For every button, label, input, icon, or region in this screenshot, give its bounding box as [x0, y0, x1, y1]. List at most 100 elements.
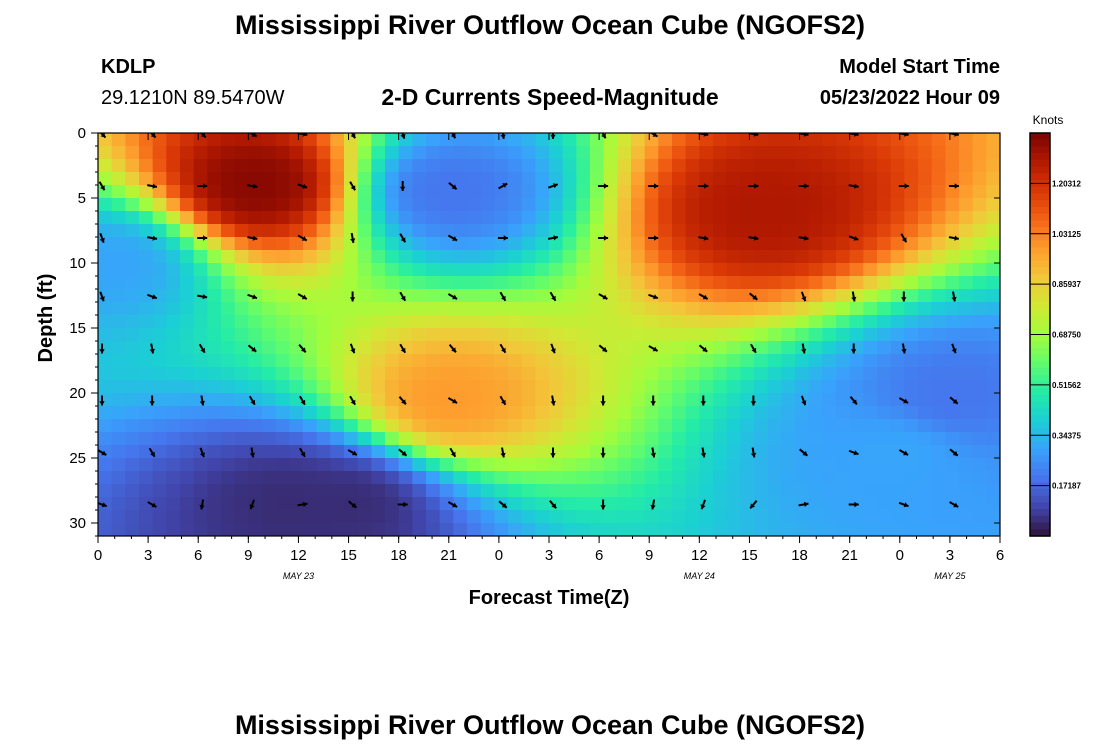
- heatmap-cell: [754, 172, 769, 186]
- heatmap-cell: [849, 380, 864, 394]
- heatmap-cell: [959, 458, 974, 472]
- heatmap-cell: [562, 224, 577, 238]
- heatmap-cell: [849, 354, 864, 368]
- heatmap-cell: [931, 172, 946, 186]
- heatmap-cell: [754, 263, 769, 277]
- current-vector-arrow: [497, 235, 508, 241]
- heatmap-cell: [467, 341, 482, 355]
- heatmap-cell: [849, 484, 864, 498]
- colorbar-segment: [1030, 354, 1050, 362]
- heatmap-cell: [152, 393, 167, 407]
- heatmap-cell: [234, 406, 249, 420]
- heatmap-cell: [139, 432, 154, 446]
- heatmap-cell: [111, 328, 126, 342]
- heatmap-cell: [672, 328, 687, 342]
- current-vector-arrow: [297, 501, 308, 507]
- heatmap-cell: [945, 419, 960, 433]
- heatmap-cell: [904, 445, 919, 459]
- heatmap-cell: [863, 224, 878, 238]
- heatmap-cell: [631, 276, 646, 290]
- heatmap-cell: [562, 523, 577, 536]
- heatmap-cell: [672, 302, 687, 316]
- heatmap-cell: [180, 445, 195, 459]
- heatmap-cell: [685, 159, 700, 173]
- heatmap-cell: [111, 224, 126, 238]
- model-start-label: Model Start Time: [839, 56, 1000, 78]
- heatmap-cell: [836, 367, 851, 381]
- heatmap-cell: [590, 445, 605, 459]
- x-tick-label: 0: [94, 547, 102, 564]
- heatmap-cell: [767, 159, 782, 173]
- current-vector-arrow: [700, 395, 706, 406]
- heatmap-cell: [822, 263, 837, 277]
- heatmap-cell: [385, 224, 400, 238]
- heatmap-cell: [330, 237, 345, 251]
- heatmap-cell: [316, 432, 331, 446]
- heatmap-cell: [549, 354, 564, 368]
- heatmap-cell: [685, 185, 700, 199]
- heatmap-cell: [562, 406, 577, 420]
- current-vector-arrow: [149, 395, 155, 406]
- heatmap-cell: [494, 198, 509, 212]
- heatmap-cell: [508, 224, 523, 238]
- heatmap-cell: [344, 315, 359, 329]
- current-vector-arrow: [447, 293, 458, 300]
- heatmap-cell: [289, 172, 304, 186]
- heatmap-cell: [849, 445, 864, 459]
- current-vector-arrow: [99, 133, 107, 139]
- heatmap-cell: [535, 185, 550, 199]
- heatmap-cell: [193, 471, 208, 485]
- heatmap-cell: [672, 224, 687, 238]
- x-tick-label: 21: [440, 547, 457, 564]
- heatmap-cell: [562, 289, 577, 303]
- heatmap-cell: [125, 484, 140, 498]
- heatmap-cell: [180, 211, 195, 225]
- heatmap-cell: [658, 198, 673, 212]
- heatmap-cell: [98, 419, 113, 433]
- heatmap-cell: [357, 341, 372, 355]
- heatmap-cell: [152, 172, 167, 186]
- heatmap-cell: [562, 172, 577, 186]
- heatmap-cell: [494, 211, 509, 225]
- heatmap-cell: [972, 354, 987, 368]
- heatmap-cell: [822, 198, 837, 212]
- heatmap-cell: [508, 471, 523, 485]
- heatmap-cell: [562, 185, 577, 199]
- colorbar-segment: [1030, 522, 1050, 530]
- heatmap-cell: [590, 328, 605, 342]
- heatmap-cell: [248, 146, 263, 160]
- heatmap-cell: [180, 484, 195, 498]
- heatmap-cell: [631, 380, 646, 394]
- heatmap-cell: [590, 263, 605, 277]
- heatmap-cell: [344, 432, 359, 446]
- heatmap-cell: [207, 432, 222, 446]
- heatmap-cell: [562, 341, 577, 355]
- colorbar-segment: [1030, 455, 1050, 463]
- heatmap-cell: [207, 224, 222, 238]
- heatmap-cell: [453, 406, 468, 420]
- current-vector-arrow: [197, 294, 208, 300]
- heatmap-cell: [234, 497, 249, 511]
- heatmap-cell: [398, 302, 413, 316]
- heatmap-cell: [918, 198, 933, 212]
- heatmap-cell: [521, 211, 536, 225]
- heatmap-cell: [959, 185, 974, 199]
- heatmap-cell: [562, 354, 577, 368]
- heatmap-cell: [672, 380, 687, 394]
- heatmap-cell: [508, 315, 523, 329]
- heatmap-cell: [699, 133, 714, 147]
- current-vector-arrow: [547, 235, 559, 241]
- heatmap-cell: [918, 276, 933, 290]
- heatmap-cell: [603, 432, 618, 446]
- heatmap-cell: [357, 419, 372, 433]
- heatmap-cell: [672, 211, 687, 225]
- heatmap-cell: [959, 250, 974, 264]
- heatmap-cell: [480, 159, 495, 173]
- heatmap-cell: [152, 328, 167, 342]
- heatmap-cell: [453, 367, 468, 381]
- heatmap-cell: [521, 198, 536, 212]
- heatmap-cell: [467, 328, 482, 342]
- heatmap-cell: [480, 406, 495, 420]
- heatmap-cell: [658, 510, 673, 524]
- heatmap-cell: [316, 315, 331, 329]
